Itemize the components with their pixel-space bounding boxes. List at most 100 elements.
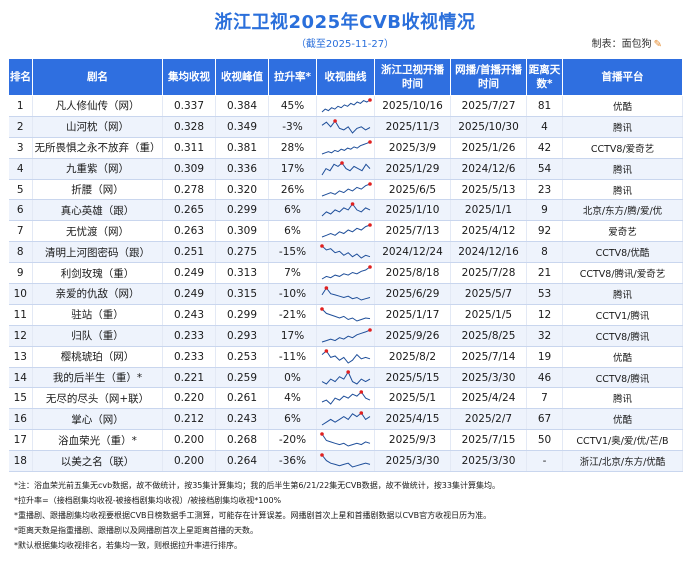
zj-air-date-cell: 2025/5/1 bbox=[374, 387, 451, 410]
lift-rate-cell: -10% bbox=[268, 283, 317, 305]
table-row: 10 亲爱的仇敌（网） 0.249 0.315 -10% 2025/6/29 2025/5/… bbox=[8, 283, 683, 305]
peak-rating-cell: 0.320 bbox=[215, 179, 269, 201]
drama-name-cell: 无忧渡（网） bbox=[32, 220, 163, 243]
days-gap-cell: 50 bbox=[526, 429, 563, 452]
days-gap-cell: 67 bbox=[526, 408, 563, 431]
rating-sparkline bbox=[321, 369, 370, 385]
rating-sparkline bbox=[321, 411, 370, 426]
table-row: 18 以美之名（联） 0.200 0.264 -36% 2025/3/30 2025/3/3… bbox=[8, 450, 683, 473]
footnote: *默认根据集均收视排名，若集均一致，则根据拉升率进行排序。 bbox=[14, 541, 242, 551]
subtitle-row: （截至2025-11-27） 制表：面包狗 ✎ bbox=[8, 36, 682, 54]
rating-curve-cell bbox=[316, 241, 375, 264]
header-curve: 收视曲线 bbox=[316, 58, 375, 96]
rating-curve-cell bbox=[316, 220, 375, 243]
rank-cell: 11 bbox=[8, 304, 33, 326]
avg-rating-cell: 0.263 bbox=[162, 220, 216, 243]
zj-air-date-cell: 2025/1/17 bbox=[374, 304, 451, 326]
days-gap-cell: 92 bbox=[526, 220, 563, 243]
lift-rate-cell: 6% bbox=[268, 408, 317, 431]
rating-curve-cell bbox=[316, 304, 375, 326]
footnote: *拉升率=（接档剧集均收视-被接档剧集均收视）/被接档剧集均收视*100% bbox=[14, 496, 282, 506]
rating-sparkline bbox=[321, 265, 372, 280]
net-air-date-cell: 2025/7/27 bbox=[450, 95, 527, 117]
header-name: 剧名 bbox=[32, 58, 163, 96]
drama-name-cell: 驻站（重） bbox=[32, 304, 163, 326]
sparkline-path bbox=[321, 433, 370, 447]
avg-rating-cell: 0.249 bbox=[162, 283, 216, 305]
peak-rating-cell: 0.309 bbox=[215, 220, 269, 243]
avg-rating-cell: 0.200 bbox=[162, 450, 216, 473]
rating-sparkline bbox=[319, 453, 370, 468]
header-peak: 收视峰值 bbox=[215, 58, 269, 96]
days-gap-cell: 53 bbox=[526, 283, 563, 305]
sparkline-path bbox=[321, 141, 370, 155]
days-gap-cell: 46 bbox=[526, 367, 563, 389]
peak-rating-cell: 0.275 bbox=[215, 241, 269, 264]
platform-cell: 北京/东方/腾/爱/优 bbox=[562, 199, 683, 222]
peak-marker bbox=[324, 348, 328, 353]
drama-name-cell: 清明上河图密码（跟） bbox=[32, 241, 163, 264]
table-row: 13 樱桃琥珀（网） 0.233 0.253 -11% 2025/8/2 2025/7/14… bbox=[8, 346, 683, 368]
zj-air-date-cell: 2025/5/15 bbox=[374, 367, 451, 389]
rank-cell: 4 bbox=[8, 158, 33, 180]
table-body: 1 凡人修仙传（网） 0.337 0.384 45% 2025/10/16 2025/7/2… bbox=[8, 95, 683, 473]
sparkline-path bbox=[321, 287, 370, 301]
zj-air-date-cell: 2025/7/13 bbox=[374, 220, 451, 243]
net-air-date-cell: 2025/2/7 bbox=[450, 408, 527, 431]
rating-curve-cell bbox=[316, 199, 375, 222]
rank-cell: 3 bbox=[8, 137, 33, 159]
peak-rating-cell: 0.253 bbox=[215, 346, 269, 368]
platform-cell: CCTV8/爱奇艺 bbox=[562, 137, 683, 159]
days-gap-cell: 32 bbox=[526, 325, 563, 347]
header-platform: 首播平台 bbox=[562, 58, 683, 96]
table-row: 4 九重紫（网） 0.309 0.336 17% 2025/1/29 2024/12/6 54… bbox=[8, 158, 683, 180]
avg-rating-cell: 0.249 bbox=[162, 262, 216, 285]
peak-marker bbox=[367, 327, 372, 332]
avg-rating-cell: 0.251 bbox=[162, 241, 216, 264]
peak-marker bbox=[367, 139, 372, 144]
days-gap-cell: 4 bbox=[526, 116, 563, 138]
zj-air-date-cell: 2025/3/9 bbox=[374, 137, 451, 159]
net-air-date-cell: 2024/12/16 bbox=[450, 241, 527, 264]
zj-air-date-cell: 2025/4/15 bbox=[374, 408, 451, 431]
rating-sparkline bbox=[321, 390, 370, 406]
days-gap-cell: - bbox=[526, 450, 563, 473]
days-gap-cell: 19 bbox=[526, 346, 563, 368]
lift-rate-cell: 7% bbox=[268, 262, 317, 285]
zj-air-date-cell: 2025/6/29 bbox=[374, 283, 451, 305]
sparkline-path bbox=[321, 99, 370, 113]
net-air-date-cell: 2025/1/5 bbox=[450, 304, 527, 326]
sparkline-path bbox=[321, 329, 370, 343]
net-air-date-cell: 2025/5/7 bbox=[450, 283, 527, 305]
table-row: 6 真心英雄（跟） 0.265 0.299 6% 2025/1/10 2025/1/1 9 北京… bbox=[8, 199, 683, 222]
platform-cell: 腾讯 bbox=[562, 158, 683, 180]
platform-cell: 优酷 bbox=[562, 95, 683, 117]
peak-marker bbox=[345, 369, 350, 374]
rating-curve-cell bbox=[316, 179, 375, 201]
table-row: 7 无忧渡（网） 0.263 0.309 6% 2025/7/13 2025/4/12 92 爱… bbox=[8, 220, 683, 243]
peak-marker bbox=[358, 390, 363, 395]
net-air-date-cell: 2025/8/25 bbox=[450, 325, 527, 347]
peak-rating-cell: 0.268 bbox=[215, 429, 269, 452]
rank-cell: 1 bbox=[8, 95, 33, 117]
rating-curve-cell bbox=[316, 325, 375, 347]
avg-rating-cell: 0.265 bbox=[162, 199, 216, 222]
days-gap-cell: 9 bbox=[526, 199, 563, 222]
rank-cell: 7 bbox=[8, 220, 33, 243]
lift-rate-cell: 6% bbox=[268, 220, 317, 243]
drama-name-cell: 利剑玫瑰（重） bbox=[32, 262, 163, 285]
net-air-date-cell: 2025/7/28 bbox=[450, 262, 527, 285]
lift-rate-cell: 17% bbox=[268, 158, 317, 180]
peak-rating-cell: 0.349 bbox=[215, 116, 269, 138]
drama-name-cell: 亲爱的仇敌（网） bbox=[32, 283, 163, 305]
rating-sparkline bbox=[319, 432, 370, 447]
sparkline-path bbox=[321, 245, 370, 259]
table-row: 5 折腰（网） 0.278 0.320 26% 2025/6/5 2025/5/13 23 腾讯 bbox=[8, 179, 683, 201]
platform-cell: CCTV1/腾讯 bbox=[562, 304, 683, 326]
peak-marker bbox=[319, 432, 324, 436]
rating-sparkline bbox=[321, 160, 370, 175]
rating-sparkline bbox=[321, 202, 370, 217]
rank-cell: 8 bbox=[8, 241, 33, 264]
zj-air-date-cell: 2025/6/5 bbox=[374, 179, 451, 201]
platform-cell: 腾讯 bbox=[562, 387, 683, 410]
